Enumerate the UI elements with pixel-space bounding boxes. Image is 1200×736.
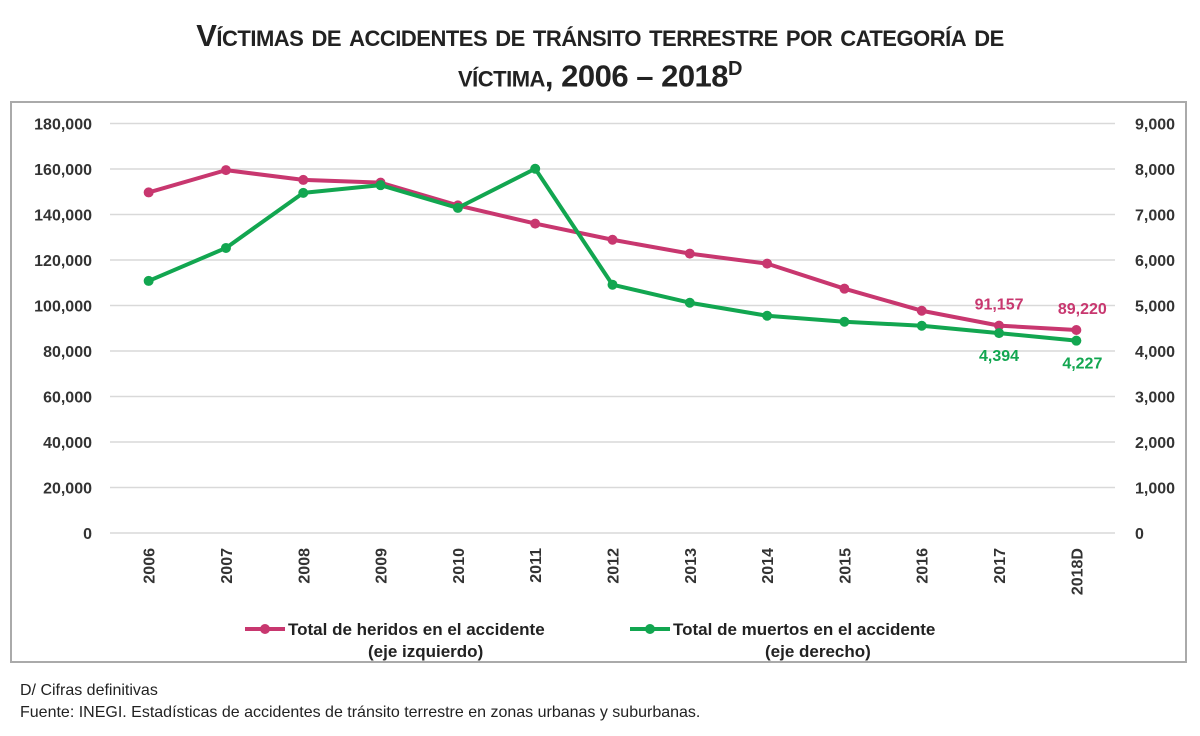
data-point xyxy=(220,165,231,176)
left-tick-label: 40,000 xyxy=(43,435,92,452)
data-point xyxy=(607,279,618,290)
left-tick-label: 120,000 xyxy=(34,253,92,270)
x-tick-label: 2016 xyxy=(915,548,932,584)
data-point xyxy=(530,163,541,174)
right-tick-label: 9,000 xyxy=(1135,117,1175,134)
data-point xyxy=(684,297,695,308)
footnote: D/ Cifras definitivas xyxy=(20,682,158,699)
right-tick-label: 3,000 xyxy=(1135,390,1175,407)
data-point xyxy=(762,258,773,269)
left-tick-label: 60,000 xyxy=(43,390,92,407)
left-tick-label: 180,000 xyxy=(34,117,92,134)
x-tick-label: 2006 xyxy=(142,548,159,584)
x-tick-label: 2017 xyxy=(992,548,1009,584)
left-tick-label: 80,000 xyxy=(43,344,92,361)
data-point xyxy=(375,180,386,191)
title-superscript: D xyxy=(728,58,742,80)
x-tick-label: 2014 xyxy=(760,548,777,584)
x-tick-label: 2009 xyxy=(374,548,391,584)
x-tick-label: 2018D xyxy=(1069,548,1086,595)
data-point xyxy=(1071,325,1082,336)
data-point xyxy=(684,248,695,259)
data-point xyxy=(762,310,773,321)
chart-title-line1: Víctimas de accidentes de tránsito terre… xyxy=(0,18,1200,54)
data-point xyxy=(143,275,154,286)
data-point xyxy=(298,174,309,185)
right-tick-label: 7,000 xyxy=(1135,208,1175,225)
data-point xyxy=(839,283,850,294)
data-label: 91,157 xyxy=(975,297,1024,314)
left-tick-label: 100,000 xyxy=(34,299,92,316)
legend-axis-note: (eje derecho) xyxy=(765,642,871,661)
left-tick-label: 160,000 xyxy=(34,162,92,179)
data-point xyxy=(839,316,850,327)
right-tick-label: 2,000 xyxy=(1135,435,1175,452)
x-tick-label: 2012 xyxy=(606,548,623,584)
legend-label: Total de heridos en el accidente xyxy=(288,620,545,639)
data-point xyxy=(530,218,541,229)
x-tick-label: 2015 xyxy=(837,548,854,584)
legend-axis-note: (eje izquierdo) xyxy=(368,642,483,661)
data-point xyxy=(298,187,309,198)
chart-frame xyxy=(10,101,1187,663)
right-tick-label: 6,000 xyxy=(1135,253,1175,270)
right-tick-label: 0 xyxy=(1135,526,1144,543)
data-point xyxy=(1071,335,1082,346)
source-note: Fuente: INEGI. Estadísticas de accidente… xyxy=(20,704,701,721)
legend-marker xyxy=(645,624,655,634)
x-tick-label: 2011 xyxy=(528,548,545,583)
left-tick-label: 20,000 xyxy=(43,481,92,498)
legend-marker xyxy=(260,624,270,634)
data-point xyxy=(916,305,927,316)
right-tick-label: 5,000 xyxy=(1135,299,1175,316)
data-point xyxy=(452,202,463,213)
data-label: 4,227 xyxy=(1062,356,1102,373)
right-tick-label: 1,000 xyxy=(1135,481,1175,498)
right-tick-label: 8,000 xyxy=(1135,162,1175,179)
chart-title-line2: víctima, 2006 – 2018D xyxy=(0,58,1200,94)
x-tick-label: 2010 xyxy=(451,548,468,584)
data-point xyxy=(916,320,927,331)
title-text: Víctimas de accidentes de tránsito terre… xyxy=(196,18,1004,53)
title-text-2: víctima, 2006 – 2018 xyxy=(457,58,729,94)
data-point xyxy=(607,234,618,245)
data-label: 89,220 xyxy=(1058,301,1107,318)
data-point xyxy=(220,242,231,253)
left-tick-label: 140,000 xyxy=(34,208,92,225)
data-point xyxy=(143,187,154,198)
left-tick-label: 0 xyxy=(83,526,92,543)
x-tick-label: 2007 xyxy=(219,548,236,584)
x-tick-label: 2008 xyxy=(296,548,313,584)
data-point xyxy=(994,328,1005,339)
x-tick-label: 2013 xyxy=(683,548,700,584)
data-point xyxy=(994,320,1005,331)
right-tick-label: 4,000 xyxy=(1135,344,1175,361)
data-label: 4,394 xyxy=(979,348,1019,365)
legend-label: Total de muertos en el accidente xyxy=(673,620,935,639)
